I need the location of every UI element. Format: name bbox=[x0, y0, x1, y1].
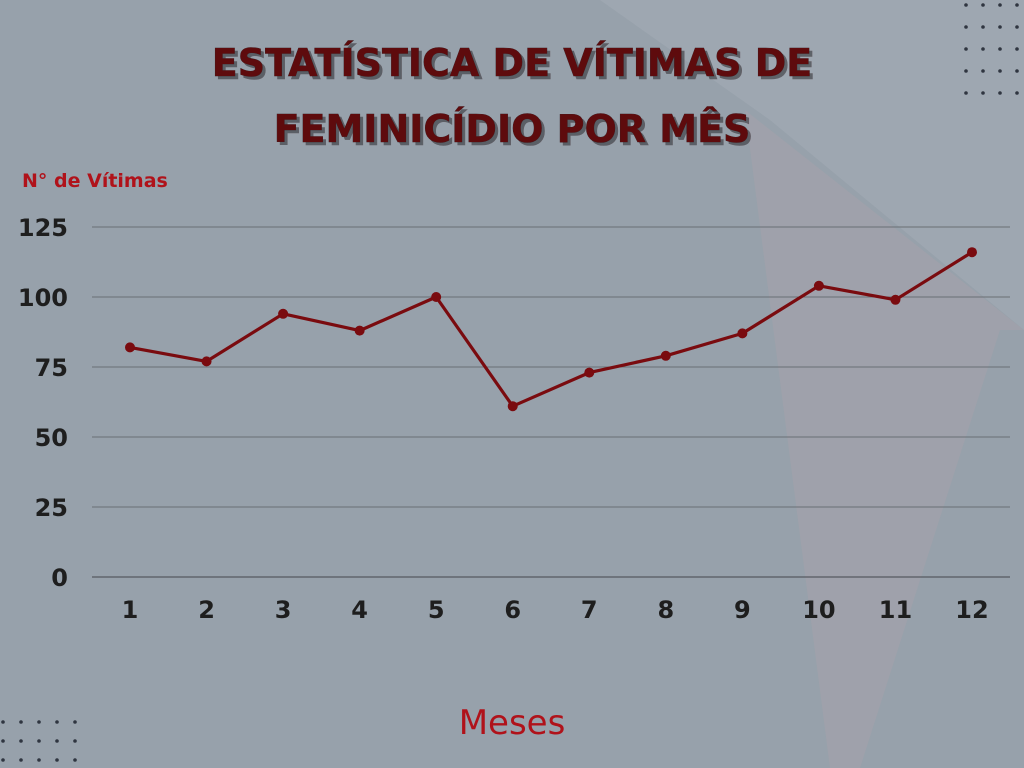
x-tick-label: 11 bbox=[879, 596, 912, 624]
x-tick-label: 12 bbox=[955, 596, 988, 624]
data-point bbox=[967, 247, 977, 257]
decor-dot bbox=[981, 47, 985, 51]
data-point bbox=[584, 368, 594, 378]
x-tick-label: 2 bbox=[198, 596, 215, 624]
decor-dot bbox=[998, 47, 1002, 51]
data-point bbox=[125, 342, 135, 352]
data-point bbox=[278, 309, 288, 319]
y-tick-label: 100 bbox=[18, 284, 68, 312]
decor-dot bbox=[37, 720, 41, 724]
chart-title: ESTATÍSTICA DE VÍTIMAS DE ESTATÍSTICA DE… bbox=[212, 41, 815, 154]
decor-dot bbox=[964, 25, 968, 29]
decor-dot bbox=[55, 720, 59, 724]
decor-dot bbox=[981, 25, 985, 29]
title-line-2: FEMINICÍDIO POR MÊS bbox=[274, 107, 751, 151]
data-point bbox=[890, 295, 900, 305]
x-tick-label: 10 bbox=[802, 596, 835, 624]
decor-dot bbox=[19, 720, 23, 724]
decor-dot bbox=[19, 758, 23, 762]
decor-dot bbox=[1015, 69, 1019, 73]
decor-dot bbox=[964, 3, 968, 7]
y-tick-label: 50 bbox=[35, 424, 68, 452]
decor-dot bbox=[37, 758, 41, 762]
x-axis-label: Meses bbox=[459, 703, 566, 743]
decor-dot bbox=[1, 758, 5, 762]
data-point bbox=[737, 328, 747, 338]
decor-dot bbox=[981, 91, 985, 95]
data-point bbox=[661, 351, 671, 361]
decor-dot bbox=[73, 758, 77, 762]
decor-dot bbox=[998, 25, 1002, 29]
data-point bbox=[431, 292, 441, 302]
decor-dot bbox=[998, 3, 1002, 7]
decor-dot bbox=[964, 69, 968, 73]
decor-dot bbox=[1, 720, 5, 724]
decor-dot bbox=[981, 69, 985, 73]
x-tick-label: 9 bbox=[734, 596, 751, 624]
data-point bbox=[355, 326, 365, 336]
y-tick-labels: 0 25 50 75 100 125 bbox=[18, 214, 68, 592]
decor-dot bbox=[37, 739, 41, 743]
decor-dot bbox=[73, 720, 77, 724]
decor-dot bbox=[981, 3, 985, 7]
decor-dot bbox=[1, 739, 5, 743]
decor-dot bbox=[1015, 47, 1019, 51]
x-tick-label: 7 bbox=[581, 596, 598, 624]
decor-dot bbox=[964, 91, 968, 95]
data-point bbox=[508, 401, 518, 411]
x-tick-label: 1 bbox=[122, 596, 139, 624]
dot-grid-bottom-left bbox=[1, 720, 77, 762]
y-tick-label: 0 bbox=[51, 564, 68, 592]
title-line-1: ESTATÍSTICA DE VÍTIMAS DE bbox=[212, 41, 812, 85]
y-tick-label: 25 bbox=[35, 494, 68, 522]
x-tick-label: 5 bbox=[428, 596, 445, 624]
decor-dot bbox=[1015, 25, 1019, 29]
decor-dot bbox=[998, 69, 1002, 73]
data-point bbox=[814, 281, 824, 291]
decor-dot bbox=[1015, 91, 1019, 95]
decor-dot bbox=[19, 739, 23, 743]
decor-dot bbox=[998, 91, 1002, 95]
decor-dot bbox=[1015, 3, 1019, 7]
decor-dot bbox=[55, 758, 59, 762]
x-tick-label: 8 bbox=[657, 596, 674, 624]
decor-dot bbox=[55, 739, 59, 743]
y-axis-label: N° de Vítimas bbox=[22, 170, 168, 192]
data-point bbox=[202, 356, 212, 366]
decor-dot bbox=[73, 739, 77, 743]
x-tick-label: 6 bbox=[504, 596, 521, 624]
y-tick-label: 125 bbox=[18, 214, 68, 242]
x-tick-label: 3 bbox=[275, 596, 292, 624]
decor-dot bbox=[964, 47, 968, 51]
y-tick-label: 75 bbox=[35, 354, 68, 382]
x-tick-label: 4 bbox=[351, 596, 368, 624]
